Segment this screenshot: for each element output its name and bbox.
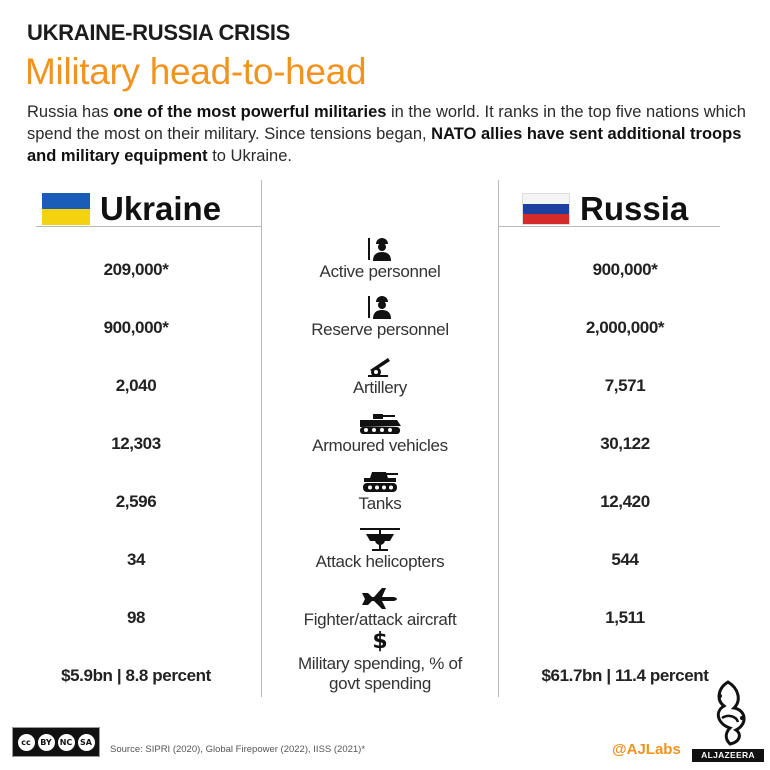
russia-value: 2,000,000*	[585, 318, 665, 337]
desc-bold-2: NATO allies have sent additional troops …	[27, 125, 742, 165]
row-label: Artillery	[353, 378, 407, 397]
row-label: Reserve personnel	[311, 320, 449, 339]
ukraine-name: Ukraine	[100, 190, 222, 227]
russia-value: 12,420	[600, 492, 650, 511]
source-note: Source: SIPRI (2020), Global Firepower (…	[110, 744, 366, 755]
left-header-rule	[36, 226, 262, 227]
ukraine-flag-icon	[42, 193, 90, 225]
ukraine-value: 34	[126, 550, 146, 569]
russia-value: 7,571	[604, 376, 646, 395]
ukraine-value: 2,040	[115, 376, 157, 395]
table-row: 2,040 Artillery 7,571	[0, 352, 770, 410]
russia-value: 544	[611, 550, 639, 569]
cc-sa-icon: SA	[77, 733, 95, 751]
desc-text-1: Russia has	[27, 103, 114, 121]
row-label: Active personnel	[319, 262, 441, 281]
cc-icon: cc	[17, 733, 35, 751]
russia-value: 30,122	[600, 434, 650, 453]
soldier-icon	[262, 294, 498, 320]
svg-text:$: $	[372, 629, 387, 652]
cc-by-icon: BY	[37, 733, 55, 751]
cc-nc-icon: NC	[57, 733, 75, 751]
table-row: 98 Fighter/attack aircraft 1,511	[0, 584, 770, 642]
ukraine-value: 900,000*	[103, 318, 169, 337]
table-row: 12,303 Armoured vehicles 30,122	[0, 410, 770, 468]
aljazeera-calligraphy-icon	[716, 680, 746, 746]
desc-text-2: in the world. It ranks in the top five n…	[27, 103, 746, 143]
fighter-jet-icon	[262, 584, 498, 610]
artillery-icon	[262, 352, 498, 378]
aljazeera-wordmark: ALJAZEERA	[692, 749, 764, 762]
aljazeera-logo: ALJAZEERA	[692, 678, 764, 762]
soldier-icon	[262, 236, 498, 262]
helicopter-icon	[262, 526, 498, 552]
dollar-icon: $	[262, 626, 498, 652]
desc-text-3: to Ukraine.	[207, 147, 292, 165]
ukraine-header: Ukraine	[42, 190, 221, 228]
row-label: Attack helicopters	[315, 552, 445, 571]
tank-icon	[262, 468, 498, 494]
russia-value: $61.7bn | 11.4 percent	[541, 666, 709, 685]
left-vertical-divider	[261, 180, 262, 697]
creative-commons-badge: cc BY NC SA	[12, 727, 100, 757]
kicker-title: UKRAINE-RUSSIA CRISIS	[27, 20, 291, 45]
table-row: $5.9bn | 8.8 percent $ Military spending…	[0, 626, 770, 696]
row-label: Tanks	[358, 494, 402, 513]
table-row: 2,596 Tanks 12,420	[0, 468, 770, 526]
table-row: 900,000* Reserve personnel 2,000,000*	[0, 294, 770, 352]
description: Russia has one of the most powerful mili…	[27, 101, 747, 167]
aj-labs-handle[interactable]: @AJLabs	[612, 741, 681, 758]
armoured-vehicle-icon	[262, 410, 498, 436]
russia-flag-icon	[522, 193, 570, 225]
russia-header: Russia	[522, 190, 688, 228]
right-header-rule	[498, 226, 720, 227]
row-label: Fighter/attack aircraft	[303, 610, 457, 629]
ukraine-value: 12,303	[111, 434, 161, 453]
row-label: Military spending, % of govt spending	[297, 654, 463, 693]
russia-value: 1,511	[605, 608, 645, 627]
page-title: Military head-to-head	[25, 51, 367, 92]
table-row: 34 Attack helicopters 544	[0, 526, 770, 584]
table-row: 209,000* Active personnel 900,000*	[0, 236, 770, 294]
row-label: Armoured vehicles	[312, 436, 448, 455]
russia-name: Russia	[580, 190, 689, 227]
ukraine-value: 209,000*	[103, 260, 169, 279]
ukraine-value: 98	[126, 608, 146, 627]
ukraine-value: $5.9bn | 8.8 percent	[61, 666, 211, 685]
right-vertical-divider	[498, 180, 499, 697]
desc-bold-1: one of the most powerful militaries	[113, 103, 387, 121]
russia-value: 900,000*	[592, 260, 658, 279]
ukraine-value: 2,596	[115, 492, 157, 511]
